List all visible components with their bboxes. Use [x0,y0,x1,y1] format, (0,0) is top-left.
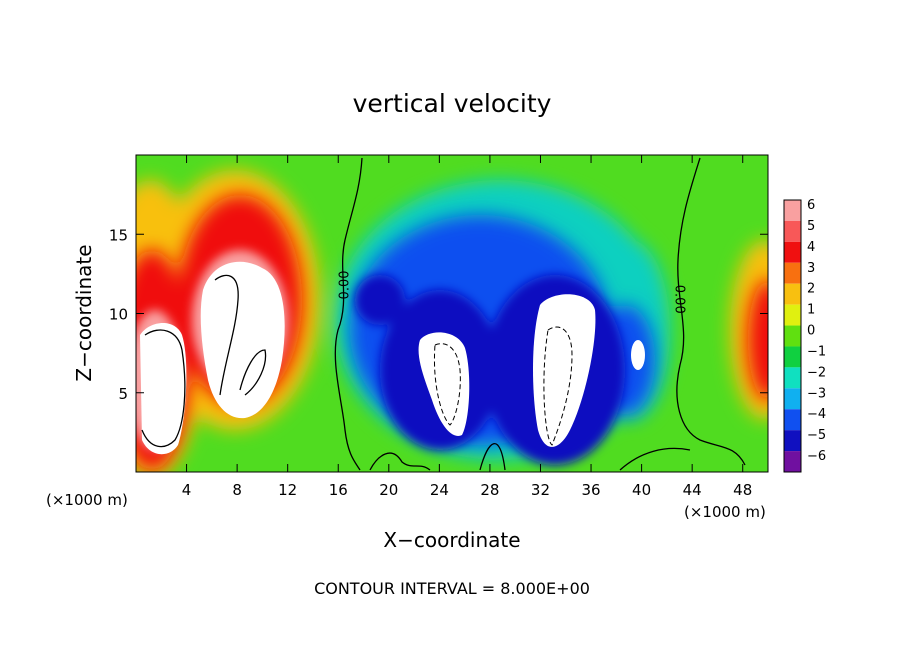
x-tick-label: 20 [379,481,398,499]
colorbar-label: 4 [807,240,815,255]
colorbar-swatch [784,262,801,284]
colorbar-label: 2 [807,282,815,297]
x-tick-label: 4 [182,481,192,499]
updraft-core-center [200,261,285,419]
x-tick-label: 12 [278,481,297,499]
colorbar: 6 5 4 3 2 1 0 −1 −2 −3 −4 −5 −6 [783,198,826,473]
colorbar-label: −3 [807,386,826,401]
x-tick-label: 16 [329,481,348,499]
colorbar-label: 1 [807,303,815,318]
colorbar-label: 6 [807,198,815,213]
positive-contour-left [141,329,186,448]
y-axis: 5 10 15 [109,226,768,403]
colorbar-label: 0 [807,324,815,339]
colorbar-swatch [784,325,801,347]
zero-contour-bottom [369,443,691,471]
negative-contour-2 [543,326,573,446]
x-unit-left: (×1000 m) [46,491,128,509]
colorbar-swatch [784,451,801,472]
colorbar-label: −5 [807,428,826,443]
contour-label: 0.00 [672,285,687,314]
downdraft-core-2 [533,294,596,447]
positive-contour-center [214,274,239,396]
negative-contours [433,326,573,446]
colorbar-label: −4 [807,407,826,422]
colorbar-swatch [784,346,801,368]
heatmap-field [136,155,768,472]
x-axis-label: X−coordinate [383,528,520,552]
x-tick-label: 28 [480,481,499,499]
colorbar-swatch [784,200,801,221]
positive-contour-center-2 [239,349,267,396]
colorbar-swatch [784,283,801,305]
y-tick-label: 15 [109,226,128,244]
chart-title: vertical velocity [353,89,552,118]
x-tick-label: 48 [733,481,752,499]
colorbar-swatch [784,304,801,326]
colorbar-swatch [784,430,801,452]
contour-label: 0.00 [337,270,352,299]
colorbar-swatch [784,367,801,389]
x-tick-label: 44 [683,481,702,499]
colorbar-swatch [784,409,801,431]
y-tick-label: 10 [109,306,128,324]
x-axis: 4 8 12 16 20 24 28 32 36 40 44 48 [182,155,752,499]
colorbar-label: −6 [807,449,826,464]
updraft-core-left [140,322,187,455]
contour-label-group: 0.00 0.00 [337,270,686,313]
downdraft-core-3 [631,340,645,370]
negative-contour-1 [433,343,461,426]
colorbar-swatch [784,241,801,263]
x-tick-label: 36 [581,481,600,499]
x-unit-right: (×1000 m) [684,503,766,521]
colorbar-frame [783,199,802,473]
x-tick-label: 8 [232,481,242,499]
footer-text: CONTOUR INTERVAL = 8.000E+00 [314,579,590,598]
zero-contour-left [334,157,363,471]
x-tick-label: 24 [430,481,449,499]
y-tick-label: 5 [118,385,128,403]
contour-lines [141,157,746,471]
zero-contour-right [676,157,746,466]
colorbar-label: −2 [807,365,826,380]
colorbar-swatch [784,388,801,410]
field-deep-blue-3 [355,275,405,325]
colorbar-label: 5 [807,219,815,234]
x-tick-label: 40 [632,481,651,499]
colorbar-label: 3 [807,261,815,276]
x-tick-label: 32 [531,481,550,499]
field-red-right [748,280,768,400]
y-axis-label: Z−coordinate [72,244,96,381]
colorbar-swatch [784,220,801,242]
colorbar-label: −1 [807,344,826,359]
